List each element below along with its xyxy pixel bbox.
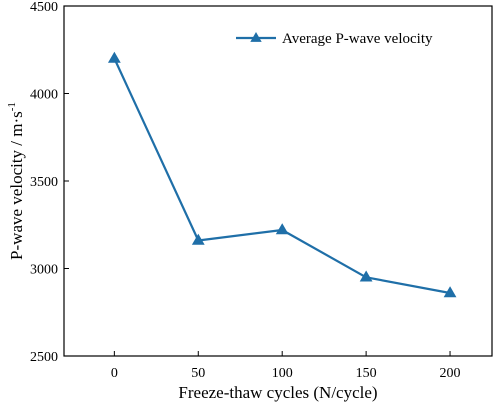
y-axis-title: P-wave velocity / m·s-1 (6, 102, 26, 260)
data-point (107, 51, 121, 63)
series-line (113, 58, 451, 295)
plot-frame (63, 5, 493, 357)
y-tick-label: 3000 (30, 263, 58, 278)
axes-group (63, 5, 493, 357)
x-tick-label: 0 (111, 366, 118, 381)
y-tick-label: 3500 (30, 175, 58, 190)
y-axis-title-text: P-wave velocity / m·s (7, 111, 26, 260)
x-axis-title: Freeze-thaw cycles (N/cycle) (178, 383, 377, 402)
x-tick-label: 100 (272, 366, 293, 381)
y-axis-title-superscript: -1 (6, 102, 18, 111)
data-point (359, 270, 373, 282)
y-tick-label: 4500 (30, 0, 58, 15)
data-point (275, 223, 289, 235)
x-tick-label: 150 (356, 366, 377, 381)
legend-marker (250, 32, 262, 42)
series-group (107, 51, 457, 298)
ticks-group: 0 50 100 150 200 2500 3000 3500 4000 4500 (30, 0, 461, 381)
data-point (191, 233, 205, 245)
legend-label: Average P-wave velocity (282, 31, 433, 47)
x-tick-label: 50 (191, 366, 205, 381)
data-point (443, 286, 457, 298)
legend: Average P-wave velocity (236, 31, 433, 47)
y-tick-label: 4000 (30, 88, 58, 103)
y-tick-label: 2500 (30, 350, 58, 365)
x-tick-label: 200 (440, 366, 461, 381)
